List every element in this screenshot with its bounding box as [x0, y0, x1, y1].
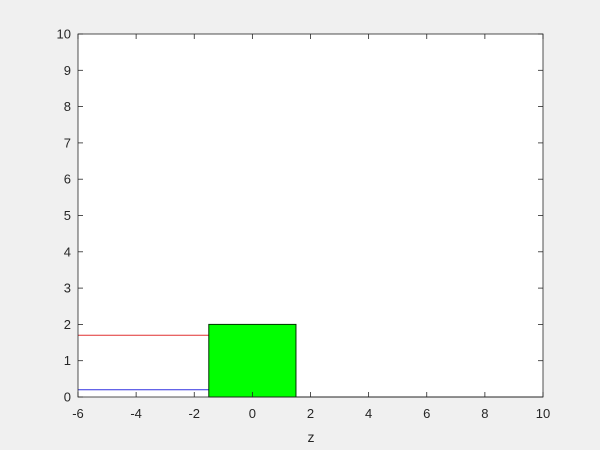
- x-tick-label: -6: [72, 406, 84, 421]
- plot-area: -6 -4 -2 0 2 4 6 8 10 0 1 2 3 4 5 6 7 8 9 10: [57, 27, 551, 422]
- x-tick-label: 4: [365, 406, 372, 421]
- x-tick-label: 2: [307, 406, 314, 421]
- x-tick-label: -4: [130, 406, 142, 421]
- y-tick-label: 5: [64, 208, 71, 223]
- x-tick-label: -2: [188, 406, 200, 421]
- x-tick-label: 0: [249, 406, 256, 421]
- y-tick-label: 3: [64, 281, 71, 296]
- x-axis-label: z: [308, 429, 315, 445]
- y-tick-label: 1: [64, 353, 71, 368]
- x-tick-label: 10: [536, 406, 550, 421]
- x-tick-label: 8: [481, 406, 488, 421]
- y-tick-label: 7: [64, 135, 71, 150]
- axes-background: [78, 34, 543, 397]
- rectangle-0: [208, 323, 297, 398]
- y-tick-label: 6: [64, 172, 71, 187]
- y-tick-label: 10: [57, 27, 71, 42]
- y-tick-label: 4: [64, 244, 71, 259]
- y-tick-label: 0: [64, 390, 71, 405]
- x-tick-label: 6: [423, 406, 430, 421]
- y-tick-label: 2: [64, 317, 71, 332]
- y-tick-label: 8: [64, 99, 71, 114]
- y-tick-label: 9: [64, 63, 71, 78]
